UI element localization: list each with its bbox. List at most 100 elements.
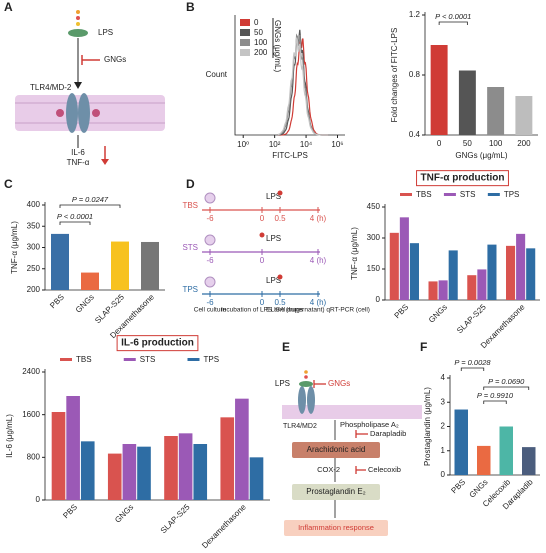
row-label: TBS bbox=[182, 201, 198, 210]
x-tick-label: 10⁰ bbox=[237, 140, 249, 149]
label: GNGs bbox=[328, 379, 350, 388]
y-tick-label: 2 bbox=[441, 422, 446, 431]
bar bbox=[487, 87, 505, 135]
bar bbox=[399, 217, 409, 300]
panel-label: B bbox=[186, 0, 195, 14]
y-tick-label: 1 bbox=[441, 446, 446, 455]
annotation: P = 0.0690 bbox=[488, 377, 525, 386]
legend-label: STS bbox=[140, 355, 156, 364]
x-tick-label: PBS bbox=[48, 293, 66, 311]
label: TNF-α bbox=[67, 158, 90, 167]
bracket bbox=[59, 221, 91, 225]
y-tick-label: 0.4 bbox=[409, 130, 421, 139]
x-tick-label: GNGs bbox=[74, 293, 96, 315]
node-label: Inflammation response bbox=[298, 523, 374, 532]
panel-label: E bbox=[282, 340, 290, 354]
legend-swatch bbox=[240, 49, 250, 56]
bar bbox=[111, 241, 129, 290]
x-tick-label: 50 bbox=[463, 139, 472, 148]
label: LPS bbox=[275, 379, 290, 388]
legend-label: 100 bbox=[254, 38, 268, 47]
legend-swatch bbox=[187, 358, 200, 361]
bar bbox=[448, 250, 458, 300]
lps-dot bbox=[76, 10, 80, 14]
label: TLR4/MD2 bbox=[283, 423, 317, 430]
x-tick-label: PBS bbox=[393, 303, 411, 321]
receptor bbox=[78, 93, 90, 133]
histogram-curve bbox=[277, 37, 329, 136]
y-tick-label: 1600 bbox=[22, 410, 40, 419]
bar bbox=[220, 417, 235, 500]
lps-icon bbox=[299, 381, 313, 387]
bar bbox=[137, 446, 151, 500]
timeline-tick-label: 4 (h) bbox=[310, 214, 327, 223]
y-tick-label: 1.2 bbox=[409, 10, 421, 19]
legend-label: TPS bbox=[204, 355, 220, 364]
bracket bbox=[438, 21, 468, 25]
timeline-tick-label: 0 bbox=[260, 214, 265, 223]
x-tick-label: GNGs bbox=[427, 303, 449, 325]
legend-title: GNGs (μg/mL) bbox=[273, 20, 282, 73]
title-box bbox=[416, 170, 509, 187]
bar bbox=[467, 275, 477, 300]
y-tick-label: 350 bbox=[27, 221, 41, 230]
bar bbox=[122, 444, 137, 500]
legend-label: 0 bbox=[254, 18, 259, 27]
y-axis-label: Count bbox=[206, 70, 228, 79]
bar bbox=[515, 96, 533, 135]
panel-label: C bbox=[4, 177, 13, 191]
bar bbox=[107, 453, 122, 500]
node bbox=[284, 520, 388, 536]
drug-icon bbox=[277, 274, 283, 280]
bar bbox=[80, 441, 95, 500]
bar bbox=[438, 280, 448, 300]
chart-title: TNF-α production bbox=[421, 173, 505, 184]
x-tick-label: SLAP-S25 bbox=[455, 302, 488, 335]
legend-label: TPS bbox=[504, 190, 520, 199]
bar bbox=[487, 244, 497, 300]
x-tick-label: 0 bbox=[437, 139, 442, 148]
x-tick-label: 200 bbox=[517, 139, 531, 148]
bar bbox=[430, 45, 448, 135]
legend-label: 200 bbox=[254, 48, 268, 57]
bar bbox=[164, 436, 178, 500]
md2 bbox=[56, 109, 64, 117]
chart-title: IL-6 production bbox=[121, 338, 194, 349]
y-tick-label: 300 bbox=[27, 243, 41, 252]
y-tick-label: 800 bbox=[27, 452, 41, 461]
annotation: P = 0.0028 bbox=[454, 358, 491, 367]
legend-swatch bbox=[60, 358, 72, 361]
node-label: Prostaglandin E₂ bbox=[306, 487, 366, 496]
timeline-tick-label: -6 bbox=[206, 214, 214, 223]
y-tick-label: 200 bbox=[27, 285, 41, 294]
legend-swatch bbox=[487, 193, 500, 196]
bar bbox=[81, 272, 99, 290]
timeline-tick-label: 4 (h) bbox=[310, 256, 327, 265]
bar bbox=[516, 233, 526, 300]
x-tick-label: PBS bbox=[449, 478, 467, 496]
timeline-tick-label: 0.5 bbox=[274, 214, 286, 223]
bar bbox=[51, 233, 69, 290]
bar bbox=[409, 243, 419, 300]
label: IL-6 bbox=[71, 148, 85, 157]
node bbox=[292, 484, 380, 500]
cell-icon bbox=[204, 276, 216, 288]
x-tick-label: 10⁴ bbox=[300, 140, 313, 149]
legend-swatch bbox=[400, 193, 412, 196]
x-tick-label: SLAP-S25 bbox=[159, 502, 192, 535]
y-tick-label: 2400 bbox=[22, 367, 40, 376]
step-label: Incubation of LPS and drugs bbox=[221, 307, 304, 314]
receptor bbox=[66, 93, 78, 133]
arrowhead bbox=[74, 82, 82, 89]
x-tick-label: 10² bbox=[269, 140, 281, 149]
y-tick-label: 3 bbox=[441, 397, 446, 406]
bar bbox=[66, 396, 80, 500]
y-tick-label: 450 bbox=[367, 202, 381, 211]
timeline-tick-label: -6 bbox=[206, 298, 214, 307]
title-box bbox=[116, 335, 199, 352]
annotation: P = 0.0247 bbox=[72, 195, 109, 204]
bracket bbox=[483, 386, 530, 390]
bracket bbox=[483, 400, 507, 404]
histogram-curve bbox=[277, 33, 329, 136]
